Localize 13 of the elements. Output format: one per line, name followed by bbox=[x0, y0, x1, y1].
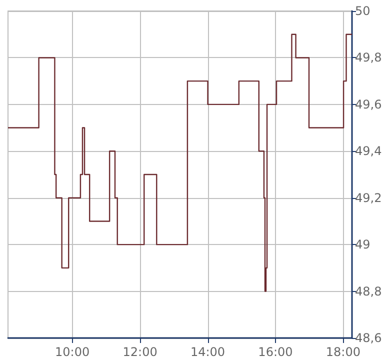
y-tick-label: 48,8 bbox=[355, 284, 382, 298]
x-tick-label: 10:00 bbox=[55, 345, 90, 359]
x-tick-label: 14:00 bbox=[190, 345, 226, 359]
y-tick-label: 49,2 bbox=[355, 190, 382, 205]
y-tick-label: 49,6 bbox=[355, 97, 382, 112]
y-tick-label: 49,4 bbox=[355, 144, 382, 158]
x-tick-label: 18:00 bbox=[326, 345, 360, 359]
y-tick-label: 49 bbox=[355, 238, 370, 252]
x-tick-label: 12:00 bbox=[122, 345, 158, 359]
y-tick-label: 48,6 bbox=[355, 331, 382, 345]
y-tick-label: 50 bbox=[355, 4, 370, 18]
y-tick-label: 49,8 bbox=[355, 50, 382, 65]
x-tick-label: 16:00 bbox=[258, 345, 293, 359]
